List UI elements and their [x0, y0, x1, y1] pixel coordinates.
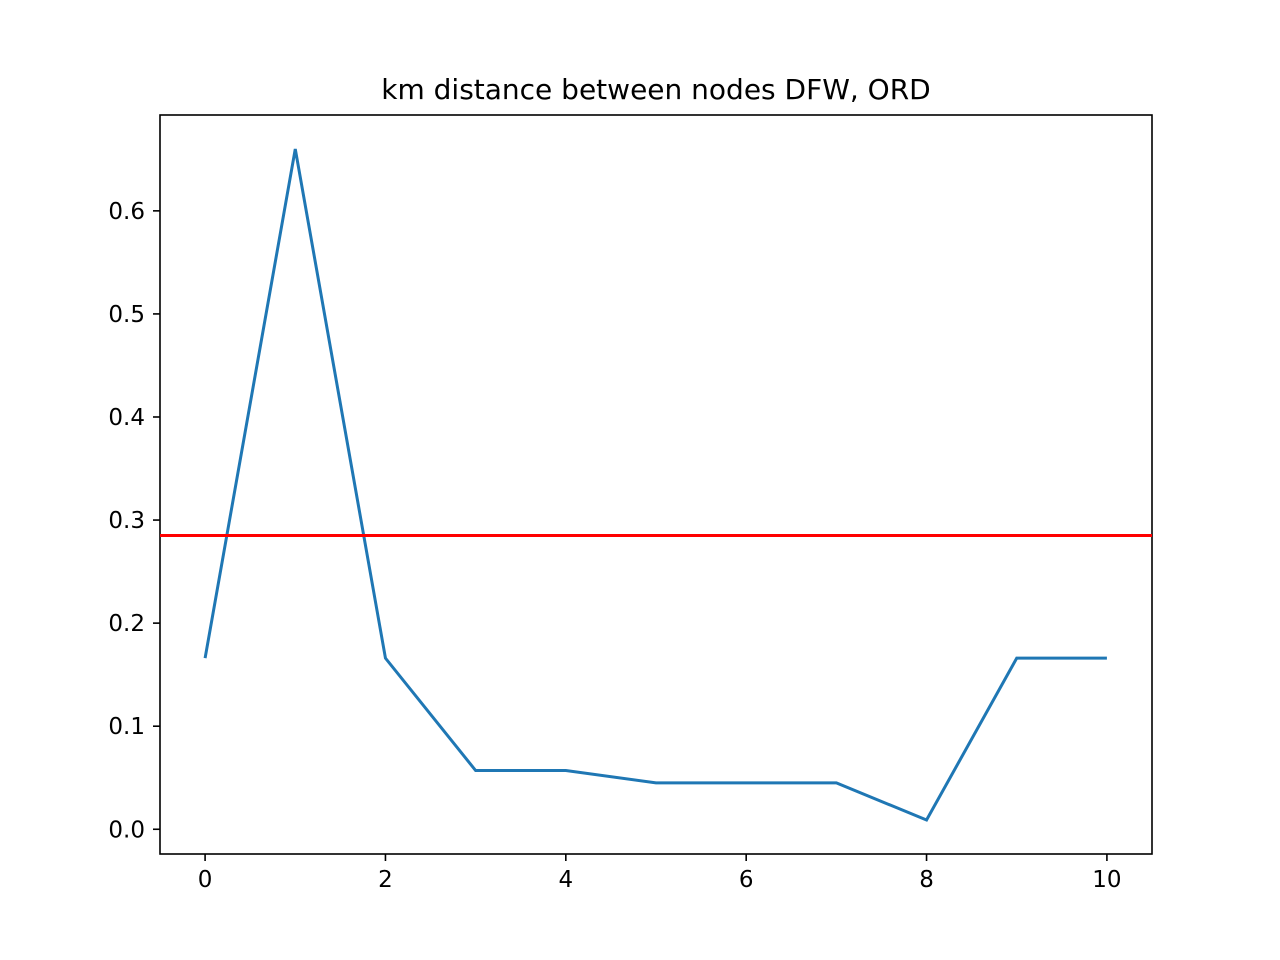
x-tick-label: 8 — [919, 867, 934, 893]
y-tick-label: 0.5 — [108, 302, 145, 328]
x-tick-label: 0 — [198, 867, 213, 893]
axes-frame — [159, 114, 1153, 855]
y-tick-label: 0.1 — [108, 714, 145, 740]
chart-title: km distance between nodes DFW, ORD — [381, 73, 931, 106]
x-tick-label: 10 — [1092, 867, 1121, 893]
y-tick-label: 0.0 — [108, 817, 145, 843]
y-tick-label: 0.6 — [108, 199, 145, 225]
y-tick-label: 0.3 — [108, 508, 145, 534]
x-tick-label: 2 — [378, 867, 393, 893]
series-line — [203, 148, 1107, 822]
y-tick-label: 0.2 — [108, 611, 145, 637]
plot-area: 0 2 4 6 8 10 0.0 0.1 0.2 0.3 0.4 0.5 0.6 — [108, 114, 1153, 893]
y-tick-label: 0.4 — [108, 405, 145, 431]
x-tick-label: 4 — [558, 867, 573, 893]
x-tick-label: 6 — [739, 867, 754, 893]
